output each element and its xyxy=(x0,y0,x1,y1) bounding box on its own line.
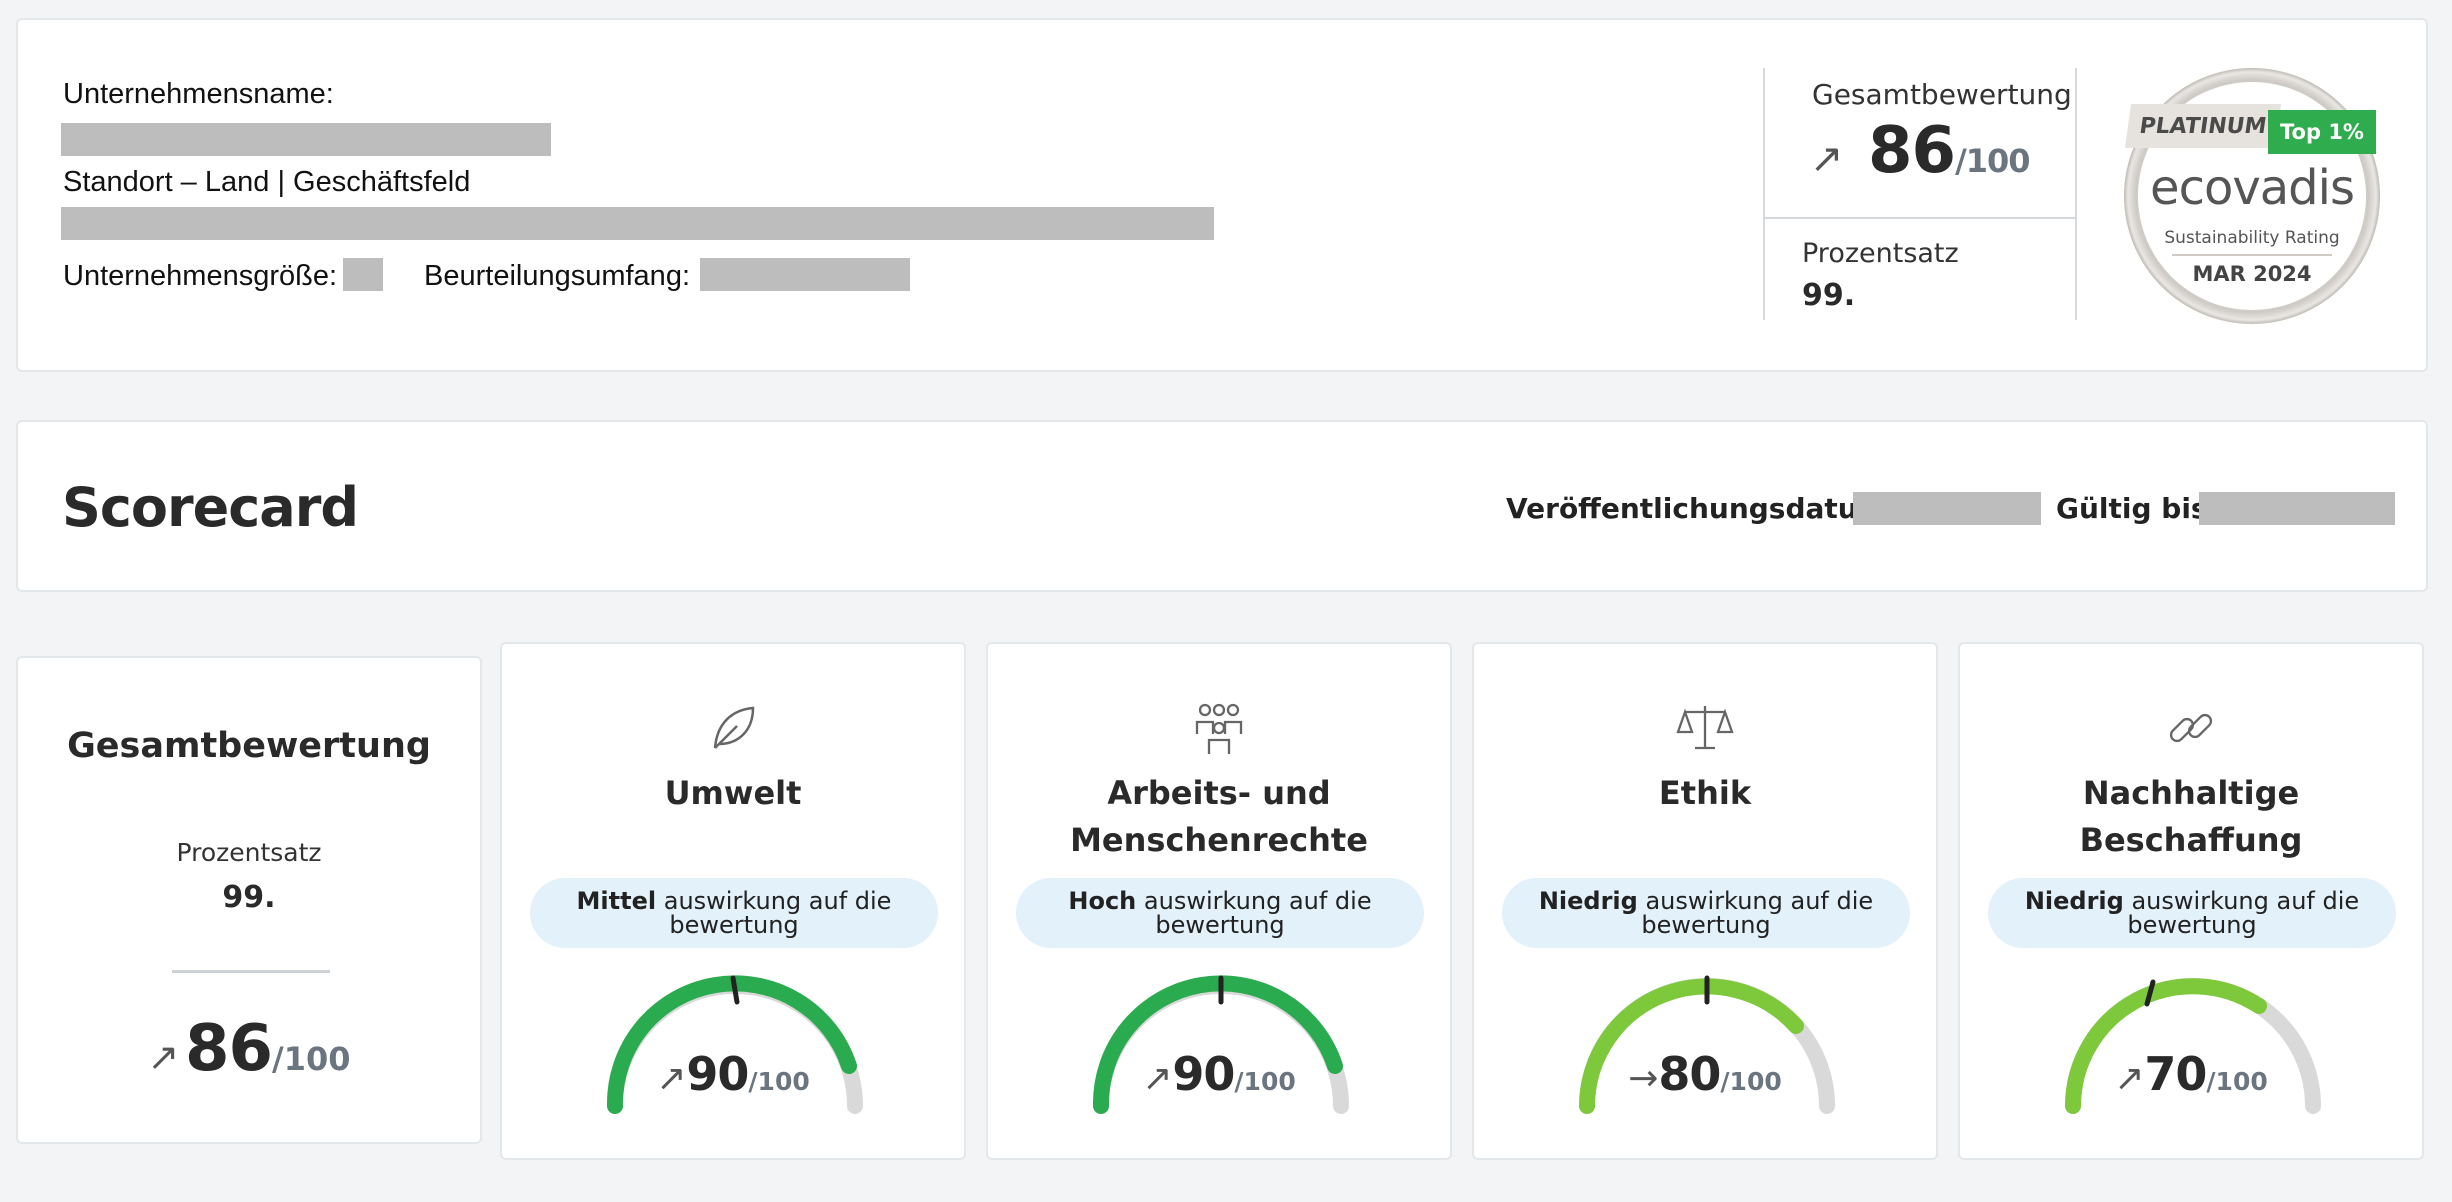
badge-tier: PLATINUM xyxy=(2124,104,2282,148)
company-name-label: Unternehmensname: xyxy=(63,78,334,110)
summary-divider-middle xyxy=(1763,217,2077,219)
location-label: Standort – Land | Geschäftsfeld xyxy=(63,166,471,198)
summary-overall-label: Gesamtbewertung xyxy=(1812,78,2072,111)
score-gauge xyxy=(2065,978,2321,1114)
overall-card-score: ↗ 86/100 xyxy=(147,1012,351,1086)
people-icon xyxy=(988,698,1450,758)
theme-title-line1: Arbeits- und xyxy=(1107,774,1331,812)
theme-score: →80/100 xyxy=(1628,1047,1782,1101)
scales-icon xyxy=(1474,698,1936,758)
ecovadis-logo: ecovadis xyxy=(2150,160,2355,216)
score-gauge xyxy=(1092,975,1349,1114)
company-size-redacted xyxy=(343,258,383,291)
trend-up-icon: ↗ xyxy=(1810,136,1844,182)
theme-card-umwelt: Umwelt Mittel auswirkung auf die bewertu… xyxy=(500,642,966,1160)
company-size-label: Unternehmensgröße: xyxy=(63,260,338,292)
overall-score-card: Gesamtbewertung Prozentsatz 99. ↗ 86/100 xyxy=(16,656,482,1144)
summary-divider-left xyxy=(1763,68,1765,320)
trend-up-icon: ↗ xyxy=(656,1058,687,1099)
theme-title-line2: Menschenrechte xyxy=(1070,821,1368,859)
valid-until-redacted xyxy=(2199,492,2395,525)
company-panel xyxy=(16,18,2428,372)
impact-pill: Niedrig auswirkung auf die bewertung xyxy=(1502,878,1910,948)
score-gauge xyxy=(606,975,863,1114)
summary-divider-right xyxy=(2075,68,2077,320)
scorecard-title: Scorecard xyxy=(62,476,359,539)
overall-card-title: Gesamtbewertung xyxy=(67,726,431,766)
scope-label: Beurteilungsumfang: xyxy=(424,260,690,292)
link-icon xyxy=(1960,698,2422,758)
summary-percentile-value: 99. xyxy=(1802,278,1856,313)
theme-title: Ethik xyxy=(1658,774,1752,812)
badge-subtitle: Sustainability Rating xyxy=(2164,228,2340,248)
valid-until-label: Gültig bis: xyxy=(2056,492,2219,525)
theme-score: ↗90/100 xyxy=(656,1047,810,1101)
theme-card-ethik: Ethik Niedrig auswirkung auf die bewertu… xyxy=(1472,642,1938,1160)
overall-card-percentile-label: Prozentsatz xyxy=(176,838,322,867)
location-redacted xyxy=(61,207,1214,240)
company-name-redacted xyxy=(61,123,551,156)
impact-pill: Mittel auswirkung auf die bewertung xyxy=(530,878,938,948)
overall-card-percentile-value: 99. xyxy=(222,880,276,915)
impact-pill: Niedrig auswirkung auf die bewertung xyxy=(1988,878,2396,948)
badge-top-ribbon: Top 1% xyxy=(2268,110,2376,154)
trend-up-icon: ↗ xyxy=(1142,1058,1173,1099)
badge-divider xyxy=(2172,254,2332,256)
theme-title-line1: Nachhaltige xyxy=(2082,774,2300,812)
overall-card-divider xyxy=(172,970,330,973)
theme-card-labor-human-rights: Arbeits- und Menschenrechte Hoch auswirk… xyxy=(986,642,1452,1160)
impact-pill: Hoch auswirkung auf die bewertung xyxy=(1016,878,1424,948)
badge-date: MAR 2024 xyxy=(2192,262,2312,286)
theme-card-sustainable-procurement: Nachhaltige Beschaffung Niedrig auswirku… xyxy=(1958,642,2424,1160)
published-date-redacted xyxy=(1853,492,2041,525)
theme-title: Umwelt xyxy=(664,774,802,812)
leaf-icon xyxy=(502,698,964,758)
theme-title-line2: Beschaffung xyxy=(2079,821,2303,859)
published-date-label: Veröffentlichungsdatum: xyxy=(1506,492,1899,525)
scope-redacted xyxy=(700,258,910,291)
trend-up-icon: ↗ xyxy=(147,1035,180,1079)
summary-percentile-label: Prozentsatz xyxy=(1802,238,1959,269)
trend-up-icon: ↗ xyxy=(2114,1058,2145,1099)
theme-score: ↗70/100 xyxy=(2114,1047,2268,1101)
summary-overall-score: 86/100 xyxy=(1868,114,2031,188)
score-gauge xyxy=(1579,975,1835,1114)
trend-flat-icon: → xyxy=(1628,1058,1659,1099)
theme-score: ↗90/100 xyxy=(1142,1047,1296,1101)
